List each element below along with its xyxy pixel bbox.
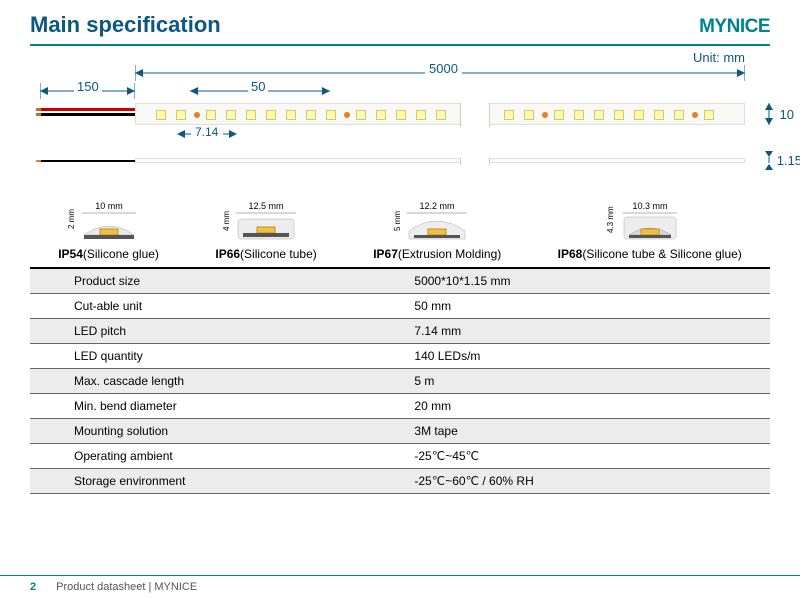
- svg-text:10 mm: 10 mm: [95, 201, 123, 211]
- thin-strip: [135, 158, 745, 163]
- table-row: Operating ambient-25℃~45℃: [30, 444, 770, 469]
- profile-2: 12.2 mm 5 mm IP67(Extrusion Molding): [373, 201, 501, 261]
- spec-key: Operating ambient: [30, 444, 370, 469]
- page-number: 2: [30, 581, 36, 593]
- profile-0: 10 mm 2 mm IP54(Silicone glue): [58, 201, 159, 261]
- dim-thin: 1.15: [777, 153, 800, 168]
- table-row: Max. cascade length5 m: [30, 369, 770, 394]
- dim-height: 10: [780, 107, 794, 122]
- profile-svg: 10.3 mm 4.3 mm: [605, 201, 695, 243]
- table-row: Cut-able unit50 mm: [30, 294, 770, 319]
- dim-cut: 50: [248, 79, 268, 94]
- thin-wire-tip: [36, 160, 41, 162]
- brand-logo: MYNICE: [699, 16, 770, 38]
- spec-key: LED pitch: [30, 319, 370, 344]
- table-row: Product size5000*10*1.15 mm: [30, 269, 770, 294]
- svg-text:10.3 mm: 10.3 mm: [632, 201, 667, 211]
- table-row: Min. bend diameter20 mm: [30, 394, 770, 419]
- wire-tip-black: [36, 113, 41, 116]
- profile-label: IP54(Silicone glue): [58, 247, 159, 261]
- spec-key: Storage environment: [30, 469, 370, 494]
- profile-1: 12.5 mm 4 mm IP66(Silicone tube): [215, 201, 316, 261]
- svg-text:4 mm: 4 mm: [222, 211, 231, 231]
- profile-row: 10 mm 2 mm IP54(Silicone glue) 12.5 mm 4 mm I…: [30, 201, 770, 261]
- page-title: Main specification: [30, 12, 221, 38]
- profile-svg: 10 mm 2 mm: [64, 201, 154, 243]
- spec-val: 5 m: [370, 369, 770, 394]
- profile-3: 10.3 mm 4.3 mm IP68(Silicone tube & Silico…: [558, 201, 742, 261]
- led-strip: [135, 103, 745, 125]
- table-row: LED quantity140 LEDs/m: [30, 344, 770, 369]
- dim-total: 5000: [425, 61, 462, 76]
- spec-val: 140 LEDs/m: [370, 344, 770, 369]
- footer-text: Product datasheet | MYNICE: [56, 581, 197, 593]
- profile-label: IP68(Silicone tube & Silicone glue): [558, 247, 742, 261]
- spec-val: 50 mm: [370, 294, 770, 319]
- spec-val: -25℃~45℃: [370, 444, 770, 469]
- spec-key: Cut-able unit: [30, 294, 370, 319]
- dim-pitch: 7.14: [195, 125, 218, 139]
- spec-table: Product size5000*10*1.15 mmCut-able unit…: [30, 269, 770, 494]
- svg-text:5 mm: 5 mm: [393, 211, 402, 231]
- wire-tip-red: [36, 108, 41, 111]
- spec-val: -25℃~60℃ / 60% RH: [370, 469, 770, 494]
- profile-svg: 12.5 mm 4 mm: [221, 201, 311, 243]
- spec-key: LED quantity: [30, 344, 370, 369]
- svg-text:12.5 mm: 12.5 mm: [249, 201, 284, 211]
- spec-key: Max. cascade length: [30, 369, 370, 394]
- dim-thin-wrap: [762, 151, 776, 182]
- footer: 2 Product datasheet | MYNICE: [0, 575, 800, 598]
- table-row: LED pitch7.14 mm: [30, 319, 770, 344]
- spec-val: 3M tape: [370, 419, 770, 444]
- dim-pitch-wrap: 7.14: [177, 127, 237, 146]
- dim-height-wrap: [762, 103, 776, 125]
- dim-lead: 150: [74, 79, 102, 94]
- spec-key: Mounting solution: [30, 419, 370, 444]
- spec-key: Min. bend diameter: [30, 394, 370, 419]
- spec-val: 5000*10*1.15 mm: [370, 269, 770, 294]
- dimension-diagram: 5000 150 50: [30, 65, 770, 195]
- svg-text:4.3 mm: 4.3 mm: [606, 206, 615, 233]
- table-row: Mounting solution3M tape: [30, 419, 770, 444]
- thin-wire: [40, 160, 135, 162]
- profile-label: IP67(Extrusion Molding): [373, 247, 501, 261]
- wire-black: [40, 113, 135, 116]
- spec-key: Product size: [30, 269, 370, 294]
- svg-text:2 mm: 2 mm: [67, 209, 76, 229]
- profile-svg: 12.2 mm 5 mm: [392, 201, 482, 243]
- wire-red: [40, 108, 135, 111]
- table-row: Storage environment-25℃~60℃ / 60% RH: [30, 469, 770, 494]
- spec-val: 20 mm: [370, 394, 770, 419]
- unit-label: Unit: mm: [0, 46, 800, 65]
- spec-val: 7.14 mm: [370, 319, 770, 344]
- profile-label: IP66(Silicone tube): [215, 247, 316, 261]
- svg-text:12.2 mm: 12.2 mm: [420, 201, 455, 211]
